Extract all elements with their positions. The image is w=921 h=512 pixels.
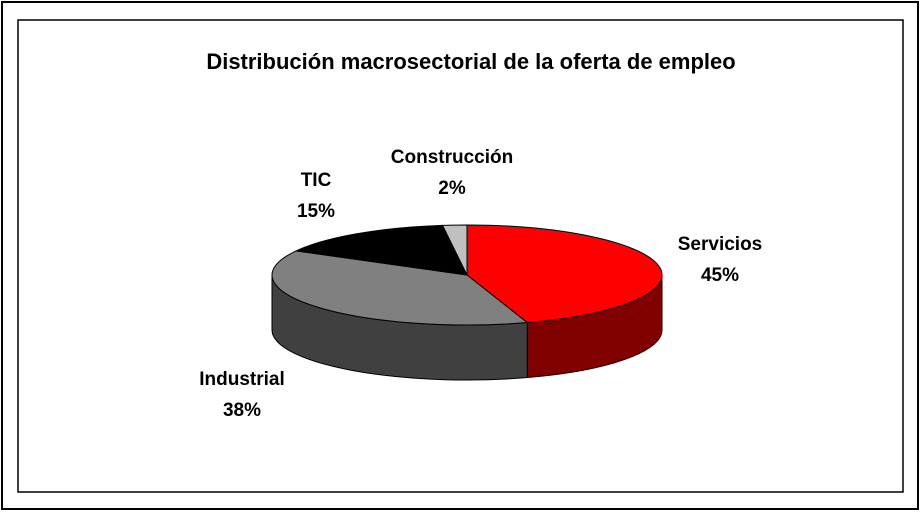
slice: [294, 224, 468, 276]
slice-label: Industrial: [199, 369, 285, 390]
slice-label: Construcción: [391, 147, 513, 168]
slice-value-label: 38%: [223, 400, 261, 421]
slice-value-label: 45%: [701, 265, 739, 286]
slice-label: TIC: [301, 170, 332, 191]
slice-label: Servicios: [678, 234, 763, 255]
slice: [441, 224, 468, 276]
slice-value-label: 2%: [438, 178, 466, 199]
slice-value-label: 15%: [297, 201, 335, 222]
slice: [271, 250, 529, 326]
chart-title: Distribución macrosectorial de la oferta…: [206, 49, 735, 74]
slice: [466, 224, 663, 324]
